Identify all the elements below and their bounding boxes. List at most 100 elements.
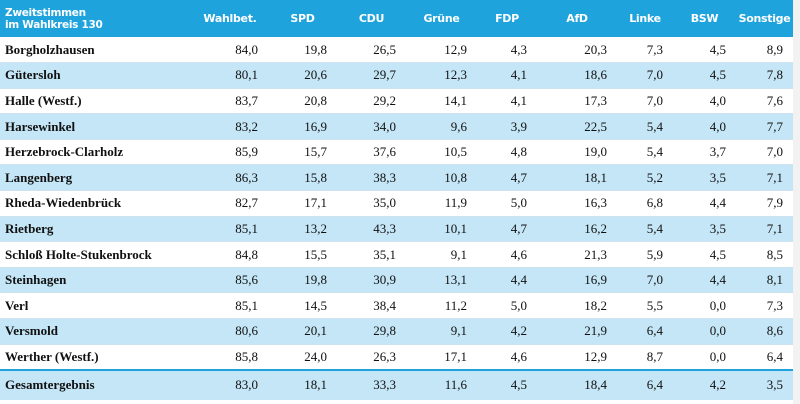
total-cell: 4,2 <box>673 368 736 400</box>
table-cell: 24,0 <box>268 344 337 371</box>
table-cell: 5,4 <box>617 113 673 140</box>
total-cell: 33,3 <box>337 368 406 400</box>
table-cell: 11,9 <box>406 190 477 217</box>
table-cell: 38,3 <box>337 164 406 192</box>
row-label: Verl <box>0 292 192 320</box>
page-edge <box>793 0 800 404</box>
row-label: Rheda-Wiedenbrück <box>0 190 192 217</box>
table-cell: 4,8 <box>477 139 537 166</box>
table-cell: 7,0 <box>736 139 793 166</box>
table-cell: 8,9 <box>736 37 793 64</box>
table-cell: 0,0 <box>673 292 736 320</box>
table-cell: 10,1 <box>406 216 477 243</box>
table-cell: 80,1 <box>192 62 268 89</box>
table-cell: 16,3 <box>537 190 617 217</box>
table-row: Herzebrock-Clarholz 85,9 15,7 37,6 10,5 4,8 19… <box>0 139 793 166</box>
table-cell: 17,3 <box>537 88 617 115</box>
row-label: Werther (Westf.) <box>0 344 192 371</box>
row-label: Harsewinkel <box>0 113 192 140</box>
table-cell: 86,3 <box>192 164 268 192</box>
table-cell: 20,1 <box>268 318 337 345</box>
table-cell: 85,9 <box>192 139 268 166</box>
title-line-2: im Wahlkreis 130 <box>5 18 103 31</box>
table-cell: 8,7 <box>617 344 673 371</box>
table-cell: 85,1 <box>192 292 268 320</box>
table-cell: 18,1 <box>537 164 617 192</box>
table-cell: 3,9 <box>477 113 537 140</box>
table-cell: 4,4 <box>673 190 736 217</box>
total-label: Gesamtergebnis <box>0 368 192 400</box>
total-cell: 6,4 <box>617 368 673 400</box>
row-label: Borgholzhausen <box>0 37 192 64</box>
table-row: Werther (Westf.) 85,8 24,0 26,3 17,1 4,6 12,9 8… <box>0 344 793 371</box>
table-cell: 4,6 <box>477 344 537 371</box>
table-cell: 29,8 <box>337 318 406 345</box>
table-cell: 4,3 <box>477 37 537 64</box>
table-cell: 14,5 <box>268 292 337 320</box>
table-cell: 34,0 <box>337 113 406 140</box>
column-header-linke: Linke <box>629 12 661 25</box>
table-cell: 17,1 <box>406 344 477 371</box>
table-cell: 8,6 <box>736 318 793 345</box>
table-cell: 19,8 <box>268 37 337 64</box>
table-cell: 0,0 <box>673 344 736 371</box>
table-cell: 7,8 <box>736 62 793 89</box>
table-cell: 85,1 <box>192 216 268 243</box>
table-cell: 26,5 <box>337 37 406 64</box>
table-cell: 19,8 <box>268 267 337 294</box>
table-cell: 7,9 <box>736 190 793 217</box>
row-label: Steinhagen <box>0 267 192 294</box>
table-cell: 85,8 <box>192 344 268 371</box>
table-cell: 5,9 <box>617 241 673 268</box>
total-cell: 4,5 <box>477 368 537 400</box>
table-cell: 4,7 <box>477 164 537 192</box>
table-row: Rietberg 85,1 13,2 43,3 10,1 4,7 16,2 5,4 3,5 7,1 <box>0 216 793 243</box>
table-cell: 43,3 <box>337 216 406 243</box>
table-cell: 26,3 <box>337 344 406 371</box>
total-cell: 3,5 <box>736 368 793 400</box>
table-cell: 4,4 <box>477 267 537 294</box>
table-cell: 16,9 <box>537 267 617 294</box>
table-cell: 7,0 <box>617 88 673 115</box>
table-cell: 12,3 <box>406 62 477 89</box>
table-cell: 7,7 <box>736 113 793 140</box>
table-cell: 83,2 <box>192 113 268 140</box>
table-cell: 15,5 <box>268 241 337 268</box>
table-row: Langenberg 86,3 15,8 38,3 10,8 4,7 18,1 5,2 3,5 7… <box>0 164 793 192</box>
table-cell: 3,5 <box>673 164 736 192</box>
row-label: Schloß Holte-Stukenbrock <box>0 241 192 268</box>
row-label: Gütersloh <box>0 62 192 89</box>
header-row: Zweitstimmen im Wahlkreis 130 Wahlbet. S… <box>0 0 793 37</box>
row-label: Versmold <box>0 318 192 345</box>
table-cell: 10,5 <box>406 139 477 166</box>
table-cell: 84,8 <box>192 241 268 268</box>
table-cell: 8,5 <box>736 241 793 268</box>
table-cell: 8,1 <box>736 267 793 294</box>
total-row: Gesamtergebnis 83,0 18,1 33,3 11,6 4,5 1… <box>0 368 793 400</box>
table-row: Halle (Westf.) 83,7 20,8 29,2 14,1 4,1 17,3 7,0… <box>0 88 793 115</box>
column-header-wahlbet: Wahlbet. <box>203 12 257 25</box>
table-row: Verl 85,1 14,5 38,4 11,2 5,0 18,2 5,5 0,0 7,3 <box>0 292 793 320</box>
table-row: Steinhagen 85,6 19,8 30,9 13,1 4,4 16,9 7,0 4,4 8… <box>0 267 793 294</box>
table-cell: 85,6 <box>192 267 268 294</box>
table-cell: 14,1 <box>406 88 477 115</box>
table-cell: 12,9 <box>406 37 477 64</box>
row-label: Rietberg <box>0 216 192 243</box>
table-cell: 22,5 <box>537 113 617 140</box>
table-cell: 7,1 <box>736 164 793 192</box>
total-cell: 11,6 <box>406 368 477 400</box>
table-cell: 5,0 <box>477 190 537 217</box>
table-cell: 21,3 <box>537 241 617 268</box>
table-row: Borgholzhausen 84,0 19,8 26,5 12,9 4,3 20,3 7,3… <box>0 37 793 64</box>
table-cell: 4,5 <box>673 37 736 64</box>
table-row: Harsewinkel 83,2 16,9 34,0 9,6 3,9 22,5 5,4 4,0 7… <box>0 113 793 140</box>
table-cell: 20,8 <box>268 88 337 115</box>
table-cell: 4,0 <box>673 88 736 115</box>
table-footer: Gesamtergebnis 83,0 18,1 33,3 11,6 4,5 1… <box>0 368 793 400</box>
table-cell: 38,4 <box>337 292 406 320</box>
column-header-cdu: CDU <box>358 12 385 25</box>
table-cell: 37,6 <box>337 139 406 166</box>
column-header-bsw: BSW <box>690 12 719 25</box>
table-cell: 16,9 <box>268 113 337 140</box>
